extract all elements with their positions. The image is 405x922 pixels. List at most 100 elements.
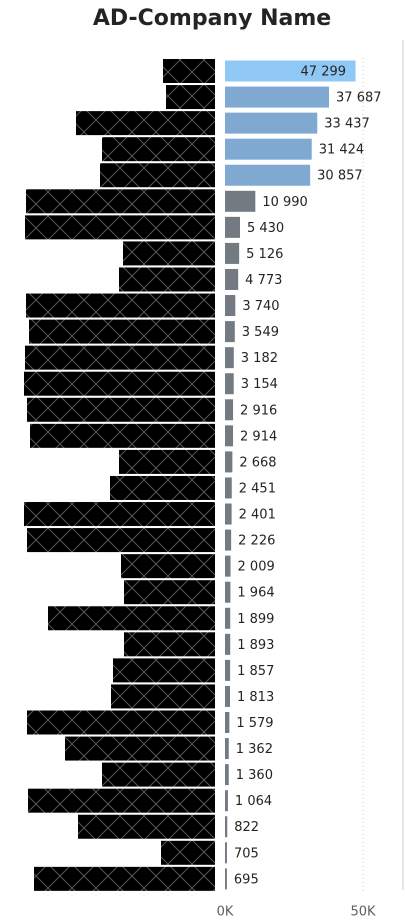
redaction (26, 189, 215, 214)
bar (225, 373, 234, 395)
redaction (28, 788, 215, 813)
value-label: 1 899 (237, 612, 274, 627)
value-label: 10 990 (262, 195, 308, 210)
redaction (29, 319, 215, 344)
value-label: 1 964 (237, 586, 274, 601)
value-label: 2 668 (239, 455, 276, 470)
value-label: 5 430 (247, 221, 284, 236)
value-label: 3 154 (241, 377, 278, 392)
value-label: 3 740 (242, 299, 279, 314)
value-label: 2 916 (240, 403, 277, 418)
redaction (27, 397, 215, 422)
bar (225, 164, 311, 186)
bar (225, 764, 229, 786)
redaction (102, 762, 215, 787)
value-label: 1 857 (237, 664, 274, 679)
redaction (48, 606, 215, 631)
redaction (65, 736, 215, 761)
x-tick-label: 0K (217, 905, 234, 920)
redaction (25, 345, 215, 370)
value-label: 1 893 (237, 638, 274, 653)
redaction (30, 423, 215, 448)
value-label: 5 126 (246, 247, 283, 262)
redaction (113, 658, 215, 683)
bar (225, 190, 256, 212)
bar (225, 790, 228, 812)
redaction (27, 710, 215, 735)
bar (225, 738, 229, 760)
redaction (161, 840, 215, 865)
bar (225, 295, 236, 317)
bar (225, 138, 312, 160)
x-tick-label: 50K (350, 905, 376, 920)
redaction (24, 502, 215, 527)
redaction (124, 580, 215, 605)
bar (225, 477, 232, 499)
bar (225, 112, 318, 134)
chart-title: AD-Company Name (93, 6, 331, 31)
redaction (78, 814, 215, 839)
value-label: 2 914 (240, 429, 277, 444)
value-label: 705 (234, 846, 259, 861)
value-label: 2 451 (239, 481, 276, 496)
bar (225, 633, 231, 655)
bar (225, 268, 239, 290)
value-label: 695 (234, 872, 259, 887)
value-label: 2 226 (238, 534, 275, 549)
redaction (25, 215, 215, 240)
redaction (100, 163, 215, 188)
bar (225, 816, 228, 838)
value-label: 30 857 (317, 169, 363, 184)
bar (225, 86, 330, 108)
value-label: 2 401 (239, 508, 276, 523)
bar (225, 842, 227, 864)
redaction (166, 85, 215, 110)
value-label: 31 424 (319, 143, 365, 158)
bar (225, 868, 227, 890)
bar (225, 555, 231, 577)
bar (225, 659, 231, 681)
redaction (111, 684, 215, 709)
redaction (119, 449, 215, 474)
bar (225, 451, 233, 473)
redaction (121, 554, 215, 579)
scrollbar (402, 40, 404, 890)
bar (225, 529, 232, 551)
value-label: 47 299 (301, 65, 347, 80)
bar (225, 503, 232, 525)
bar (225, 60, 356, 82)
value-label: 37 687 (336, 91, 382, 106)
bar (225, 347, 234, 369)
value-label: 1 579 (236, 716, 273, 731)
redaction (119, 267, 215, 292)
bar (225, 581, 231, 603)
redaction (123, 241, 215, 266)
value-label: 3 182 (241, 351, 278, 366)
value-label: 2 009 (238, 560, 275, 575)
redaction (163, 59, 215, 83)
value-label: 822 (234, 820, 259, 835)
value-label: 4 773 (245, 273, 282, 288)
value-label: 3 549 (242, 325, 279, 340)
redaction (26, 293, 215, 318)
value-label: 1 813 (237, 690, 274, 705)
value-label: 1 064 (235, 794, 272, 809)
value-label: 33 437 (324, 117, 370, 132)
bar (225, 607, 231, 629)
bar (225, 399, 234, 421)
redaction (76, 111, 215, 136)
bar (225, 321, 235, 343)
redaction (27, 528, 215, 553)
redaction (24, 371, 215, 396)
redaction (124, 632, 215, 657)
redaction (102, 137, 215, 162)
redaction (34, 866, 215, 891)
bar (225, 242, 240, 264)
redaction (110, 475, 215, 500)
bar (225, 712, 230, 733)
bar (225, 425, 234, 447)
value-label: 1 362 (236, 742, 273, 757)
bar (225, 685, 231, 707)
